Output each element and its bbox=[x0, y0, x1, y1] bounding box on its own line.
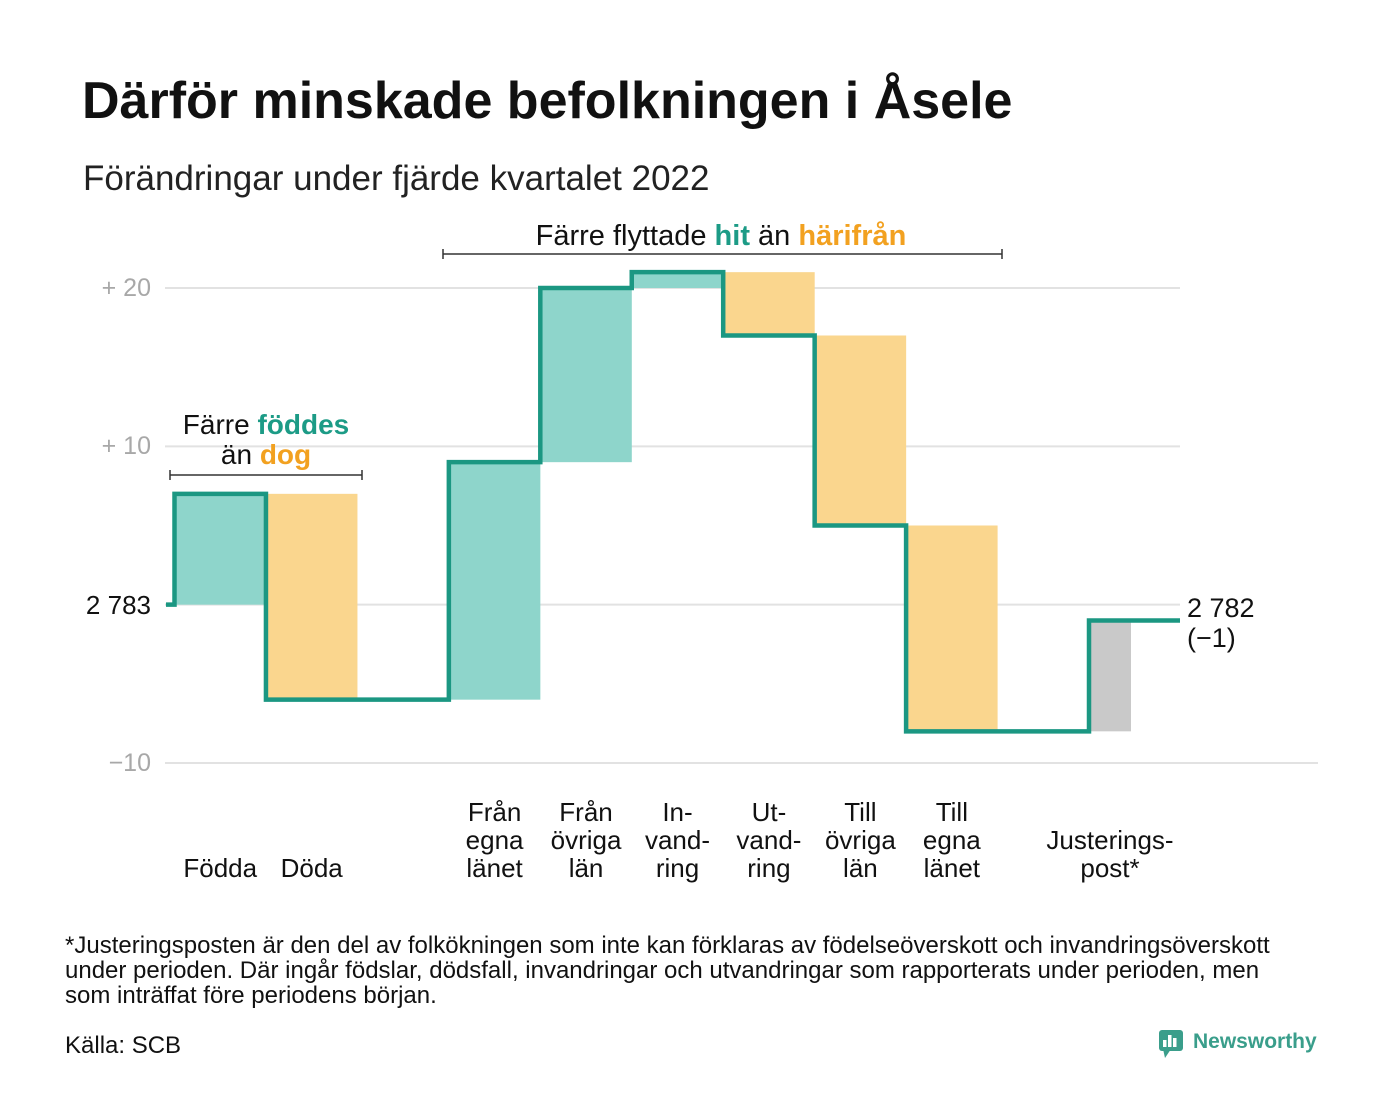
migration-out-highlight: härifrån bbox=[798, 220, 907, 252]
x-label-fran-egna-lanet: Från egna länet bbox=[466, 798, 524, 882]
births-annotation-line-2: än dog bbox=[183, 440, 349, 470]
footnote-line: *Justeringsposten är den del av folkökni… bbox=[65, 932, 1270, 959]
x-label-fran-ovriga-lan: Från övriga län bbox=[551, 798, 622, 882]
end-value-label: 2 782 (−1) bbox=[1187, 593, 1255, 653]
x-label-doda: Döda bbox=[281, 854, 343, 882]
x-label-line: vand- bbox=[644, 825, 711, 855]
migration-annotation: Färre flyttade hit än härifrån bbox=[536, 221, 907, 251]
end-change-label: (−1) bbox=[1187, 622, 1236, 653]
y-tick-label: −10 bbox=[108, 749, 151, 777]
bar-justeringspost bbox=[1089, 620, 1131, 732]
newsworthy-logo-icon bbox=[1159, 1030, 1183, 1058]
cumulative-line-layer bbox=[166, 269, 1180, 734]
x-label-line: Döda bbox=[280, 853, 343, 883]
migration-annotation-line: Färre flyttade hit än härifrån bbox=[536, 221, 907, 251]
source-credit: Källa: SCB bbox=[65, 1032, 182, 1059]
x-label-line: Födda bbox=[183, 853, 258, 883]
x-label-line: Från bbox=[467, 797, 522, 827]
footnote: *Justeringsposten är den del av folkökni… bbox=[65, 933, 1270, 1008]
x-label-line: län bbox=[568, 853, 604, 883]
x-label-line: egna bbox=[922, 825, 981, 855]
births-highlight: föddes bbox=[257, 409, 350, 440]
x-label-line: övriga bbox=[824, 825, 896, 855]
page-subtitle: Förändringar under fjärde kvartalet 2022 bbox=[83, 159, 710, 198]
x-label-line: ring bbox=[747, 853, 791, 883]
births-bracket bbox=[169, 470, 363, 480]
bar-fran-ovriga-lan bbox=[540, 288, 632, 463]
deaths-highlight: dog bbox=[259, 439, 312, 470]
migration-annotation-middle: än bbox=[749, 220, 799, 252]
x-label-till-egna-lanet: Till egna länet bbox=[923, 798, 981, 882]
x-label-line: egna bbox=[465, 825, 524, 855]
bar-fran-egna-lanet bbox=[448, 462, 541, 700]
x-label-line: Till bbox=[935, 797, 968, 827]
footnote-line: under perioden. Där ingår födslar, dödsf… bbox=[65, 957, 1260, 984]
y-tick-label-start-population: 2 783 bbox=[85, 589, 151, 620]
waterfall-bars bbox=[174, 272, 1131, 732]
x-label-till-ovriga-lan: Till övriga län bbox=[825, 798, 896, 882]
footnote-line: som inträffat före periodens början. bbox=[65, 982, 437, 1009]
x-label-line: post* bbox=[1080, 853, 1140, 883]
x-label-line: länet bbox=[923, 853, 981, 883]
x-label-line: Justerings- bbox=[1046, 825, 1174, 855]
x-label-fodda: Födda bbox=[183, 854, 257, 882]
x-label-line: ring bbox=[655, 853, 700, 883]
cumulative-population-line bbox=[166, 269, 1180, 734]
x-label-line: vand- bbox=[736, 825, 802, 855]
births-annotation-text: Färre bbox=[182, 409, 258, 440]
deaths-annotation-text: än bbox=[220, 439, 260, 470]
x-label-line: In- bbox=[662, 797, 693, 827]
x-label-line: län bbox=[843, 853, 878, 883]
migration-bracket bbox=[442, 249, 1003, 259]
bar-doda bbox=[265, 493, 358, 700]
x-label-utvandring: Ut-vand-ring bbox=[736, 798, 801, 882]
y-tick-label: + 20 bbox=[101, 274, 151, 302]
page-title: Därför minskade befolkningen i Åsele bbox=[82, 72, 1013, 130]
migration-in-highlight: hit bbox=[714, 220, 750, 252]
x-label-line: Till bbox=[844, 797, 877, 827]
bar-invandring bbox=[631, 272, 724, 288]
end-population-label: 2 782 bbox=[1187, 592, 1255, 623]
x-label-line: länet bbox=[466, 853, 523, 883]
x-label-line: övriga bbox=[550, 825, 622, 855]
bar-fodda bbox=[174, 493, 266, 605]
bar-utvandring bbox=[723, 272, 815, 336]
x-label-line: Från bbox=[559, 797, 613, 827]
x-label-invandring: In-vand-ring bbox=[645, 798, 710, 882]
births-annotation: Färre föddes än dog bbox=[183, 410, 349, 470]
bar-till-egna-lanet bbox=[906, 525, 998, 732]
x-label-line: Ut- bbox=[751, 797, 787, 827]
x-label-justeringspost: Justerings-post* bbox=[1046, 826, 1173, 882]
brand-name: Newsworthy bbox=[1193, 1030, 1317, 1053]
y-tick-label: + 10 bbox=[101, 432, 151, 461]
migration-annotation-text: Färre flyttade bbox=[535, 220, 715, 252]
births-annotation-line-1: Färre föddes bbox=[183, 410, 349, 440]
bar-till-ovriga-lan bbox=[814, 335, 907, 526]
